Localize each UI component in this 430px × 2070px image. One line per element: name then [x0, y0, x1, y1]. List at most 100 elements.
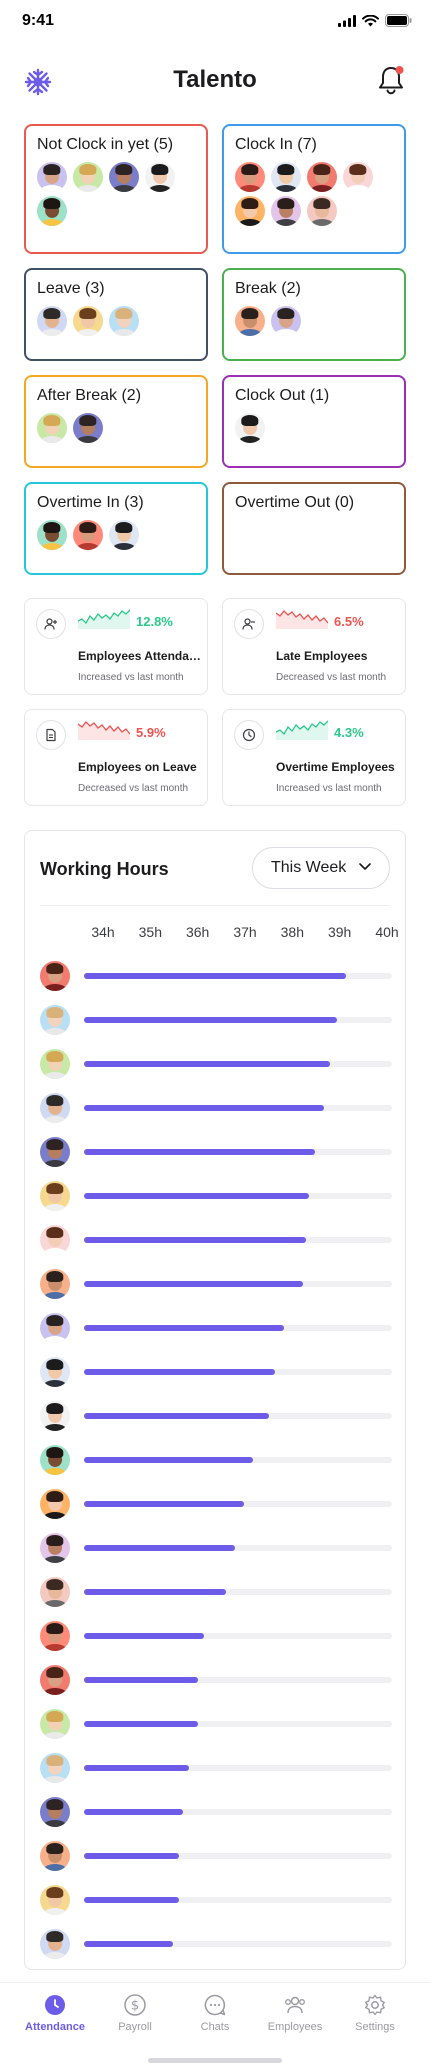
- avatar[interactable]: [40, 1929, 70, 1959]
- avatar[interactable]: [73, 413, 103, 443]
- period-select[interactable]: This Week: [252, 847, 390, 889]
- axis-tick: 34h: [91, 924, 115, 940]
- nav-item-settings[interactable]: Settings: [335, 1993, 415, 2033]
- employee-hours-row[interactable]: [40, 1835, 392, 1879]
- status-card[interactable]: Break (2): [222, 268, 406, 361]
- employee-hours-row[interactable]: [40, 1395, 392, 1439]
- employee-hours-row[interactable]: [40, 1351, 392, 1395]
- avatar[interactable]: [40, 1885, 70, 1915]
- stat-card[interactable]: 6.5% Late Employees Decreased vs last mont…: [222, 598, 406, 695]
- avatar-body: [76, 542, 100, 550]
- employee-hours-row[interactable]: [40, 1703, 392, 1747]
- avatar[interactable]: [145, 162, 175, 192]
- employee-hours-row[interactable]: [40, 999, 392, 1043]
- avatar-body: [43, 1291, 67, 1299]
- avatar[interactable]: [40, 1841, 70, 1871]
- avatar[interactable]: [271, 306, 301, 336]
- avatar[interactable]: [343, 162, 373, 192]
- avatar[interactable]: [37, 162, 67, 192]
- avatar[interactable]: [40, 1225, 70, 1255]
- employee-hours-row[interactable]: [40, 1131, 392, 1175]
- avatar[interactable]: [307, 162, 337, 192]
- nav-item-chats[interactable]: Chats: [175, 1993, 255, 2033]
- snowflake-logo-icon[interactable]: [24, 68, 52, 96]
- avatar-hair: [46, 1535, 64, 1546]
- employee-hours-row[interactable]: [40, 1087, 392, 1131]
- employee-hours-row[interactable]: [40, 1043, 392, 1087]
- hours-bar-fill: [84, 1809, 183, 1815]
- avatar[interactable]: [37, 306, 67, 336]
- avatar[interactable]: [235, 196, 265, 226]
- avatar[interactable]: [40, 1005, 70, 1035]
- chevron-down-icon: [359, 863, 371, 870]
- nav-item-payroll[interactable]: $ Payroll: [95, 1993, 175, 2033]
- employee-hours-row[interactable]: [40, 1307, 392, 1351]
- avatar[interactable]: [40, 1753, 70, 1783]
- avatar[interactable]: [40, 1357, 70, 1387]
- employee-hours-row[interactable]: [40, 1879, 392, 1923]
- avatar[interactable]: [40, 1269, 70, 1299]
- employee-hours-row[interactable]: [40, 1483, 392, 1527]
- employee-hours-row[interactable]: [40, 1571, 392, 1615]
- employee-hours-row[interactable]: [40, 1615, 392, 1659]
- avatar[interactable]: [109, 306, 139, 336]
- employee-hours-row[interactable]: [40, 1791, 392, 1835]
- avatar[interactable]: [40, 1093, 70, 1123]
- avatar[interactable]: [40, 1533, 70, 1563]
- avatar[interactable]: [109, 520, 139, 550]
- avatar[interactable]: [271, 162, 301, 192]
- avatar[interactable]: [37, 196, 67, 226]
- avatar[interactable]: [40, 1313, 70, 1343]
- employee-hours-row[interactable]: [40, 955, 392, 999]
- avatar[interactable]: [37, 520, 67, 550]
- avatar[interactable]: [235, 413, 265, 443]
- avatar[interactable]: [37, 413, 67, 443]
- avatar[interactable]: [271, 196, 301, 226]
- employee-hours-row[interactable]: [40, 1659, 392, 1703]
- nav-item-employees[interactable]: Employees: [255, 1993, 335, 2033]
- employee-hours-row[interactable]: [40, 1439, 392, 1483]
- status-card[interactable]: Overtime Out (0): [222, 482, 406, 575]
- avatar[interactable]: [40, 1665, 70, 1695]
- avatar[interactable]: [73, 162, 103, 192]
- status-card[interactable]: After Break (2): [24, 375, 208, 468]
- avatar[interactable]: [40, 1709, 70, 1739]
- avatar[interactable]: [40, 1137, 70, 1167]
- notification-bell-icon[interactable]: [376, 64, 406, 96]
- avatar[interactable]: [40, 1577, 70, 1607]
- nav-item-attendance[interactable]: Attendance: [15, 1993, 95, 2033]
- avatar[interactable]: [40, 1621, 70, 1651]
- avatar[interactable]: [40, 1445, 70, 1475]
- avatar[interactable]: [40, 1181, 70, 1211]
- status-card[interactable]: Not Clock in yet (5): [24, 124, 208, 254]
- avatar[interactable]: [40, 1797, 70, 1827]
- avatar[interactable]: [307, 196, 337, 226]
- stat-card[interactable]: 5.9% Employees on Leave Decreased vs last …: [24, 709, 208, 806]
- status-card[interactable]: Clock Out (1): [222, 375, 406, 468]
- status-card[interactable]: Clock In (7): [222, 124, 406, 254]
- status-card[interactable]: Overtime In (3): [24, 482, 208, 575]
- avatar[interactable]: [109, 162, 139, 192]
- employee-hours-row[interactable]: [40, 1527, 392, 1571]
- avatar[interactable]: [235, 306, 265, 336]
- avatar[interactable]: [40, 1489, 70, 1519]
- avatar-hair: [241, 415, 259, 426]
- bottom-navigation: Attendance $ Payroll Chats Employees Settings: [0, 1982, 430, 2070]
- avatar[interactable]: [40, 961, 70, 991]
- employee-hours-row[interactable]: [40, 1923, 392, 1967]
- avatar[interactable]: [40, 1401, 70, 1431]
- avatar[interactable]: [40, 1049, 70, 1079]
- nav-label: Chats: [200, 2021, 230, 2033]
- avatar[interactable]: [73, 520, 103, 550]
- stat-card[interactable]: 12.8% Employees Attendance Increased vs la…: [24, 598, 208, 695]
- clock-icon: [234, 720, 264, 750]
- stat-card[interactable]: 4.3% Overtime Employees Increased vs last …: [222, 709, 406, 806]
- avatar[interactable]: [73, 306, 103, 336]
- employee-hours-row[interactable]: [40, 1175, 392, 1219]
- employee-hours-row[interactable]: [40, 1263, 392, 1307]
- employee-hours-row[interactable]: [40, 1747, 392, 1791]
- employee-hours-row[interactable]: [40, 1219, 392, 1263]
- avatar[interactable]: [235, 162, 265, 192]
- avatar-body: [43, 1687, 67, 1695]
- status-card[interactable]: Leave (3): [24, 268, 208, 361]
